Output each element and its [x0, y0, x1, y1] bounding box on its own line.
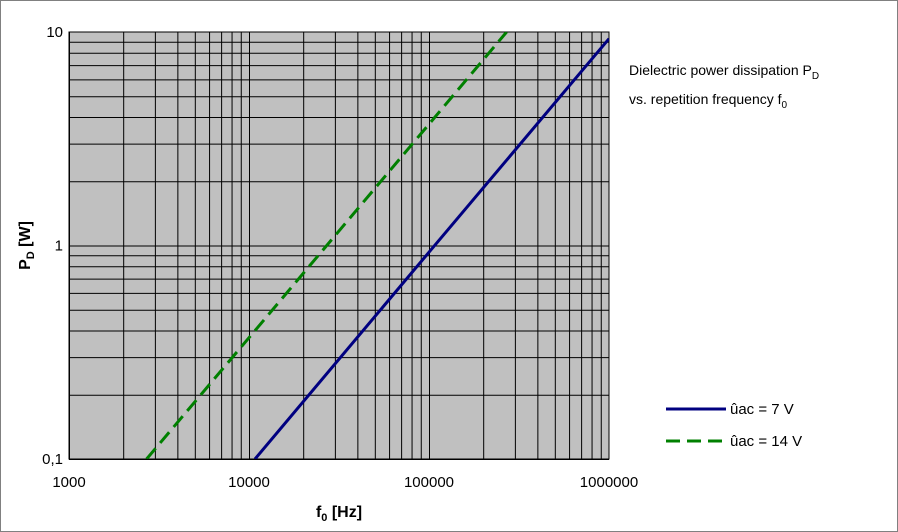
tick-labels: 1000 10000 100000 1000000 0,1 1 10: [42, 24, 638, 491]
grid-lines: [69, 31, 610, 460]
series-line-1: [253, 37, 609, 459]
y-tick-label: 10: [46, 24, 63, 41]
series-lines: [145, 32, 609, 459]
x-axis-label: f0 [Hz]: [316, 504, 362, 524]
x-tick-label: 10000: [228, 474, 270, 491]
x-tick-label: 1000000: [580, 474, 638, 491]
x-tick-label: 100000: [404, 474, 454, 491]
y-tick-label: 0,1: [42, 451, 63, 468]
x-tick-label: 1000: [52, 474, 85, 491]
annotation-line-1: Dielectric power dissipation PD: [629, 62, 819, 82]
series-line-2: [145, 32, 508, 459]
legend-label-1: ûac = 7 V: [730, 401, 794, 418]
legend-label-2: ûac = 14 V: [730, 433, 802, 450]
y-axis-label: PD [W]: [17, 221, 37, 270]
legend: ûac = 7 V ûac = 14 V: [666, 401, 802, 450]
annotation-line-2: vs. repetition frequency f0: [629, 91, 788, 111]
y-tick-label: 1: [55, 238, 63, 255]
